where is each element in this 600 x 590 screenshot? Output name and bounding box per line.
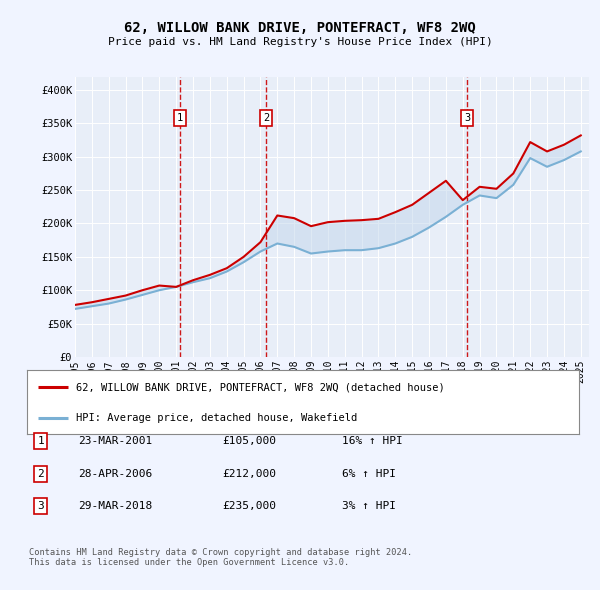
Text: 2: 2: [263, 113, 269, 123]
Text: 16% ↑ HPI: 16% ↑ HPI: [342, 437, 403, 446]
Text: 29-MAR-2018: 29-MAR-2018: [78, 502, 152, 511]
Text: 23-MAR-2001: 23-MAR-2001: [78, 437, 152, 446]
Text: 3: 3: [37, 502, 44, 511]
Text: Price paid vs. HM Land Registry's House Price Index (HPI): Price paid vs. HM Land Registry's House …: [107, 37, 493, 47]
Text: 28-APR-2006: 28-APR-2006: [78, 469, 152, 478]
Text: 3% ↑ HPI: 3% ↑ HPI: [342, 502, 396, 511]
Text: 3: 3: [464, 113, 470, 123]
Text: £235,000: £235,000: [222, 502, 276, 511]
Text: 6% ↑ HPI: 6% ↑ HPI: [342, 469, 396, 478]
Text: £105,000: £105,000: [222, 437, 276, 446]
Text: 1: 1: [37, 437, 44, 446]
Text: 2: 2: [37, 469, 44, 478]
Text: 1: 1: [177, 113, 183, 123]
Text: Contains HM Land Registry data © Crown copyright and database right 2024.
This d: Contains HM Land Registry data © Crown c…: [29, 548, 412, 567]
Text: £212,000: £212,000: [222, 469, 276, 478]
Text: 62, WILLOW BANK DRIVE, PONTEFRACT, WF8 2WQ (detached house): 62, WILLOW BANK DRIVE, PONTEFRACT, WF8 2…: [76, 382, 445, 392]
Text: 62, WILLOW BANK DRIVE, PONTEFRACT, WF8 2WQ: 62, WILLOW BANK DRIVE, PONTEFRACT, WF8 2…: [124, 21, 476, 35]
Text: HPI: Average price, detached house, Wakefield: HPI: Average price, detached house, Wake…: [76, 413, 357, 422]
